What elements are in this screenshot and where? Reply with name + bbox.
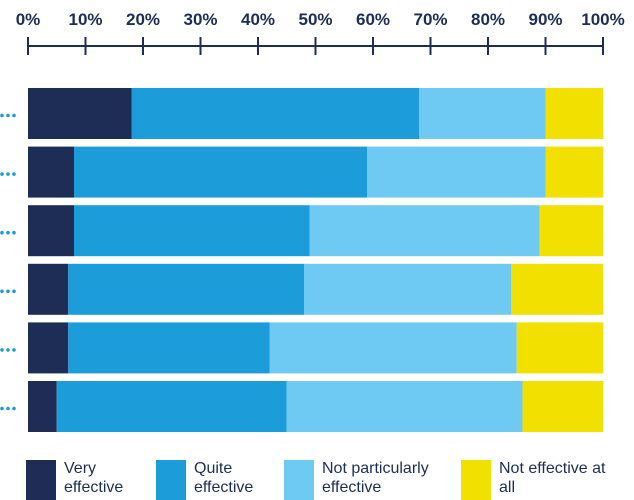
row-leader-dot <box>6 172 10 176</box>
bar-segment <box>28 264 68 315</box>
bar-segment <box>540 205 603 256</box>
x-tick-label: 100% <box>581 10 624 29</box>
bar-segment <box>367 147 545 198</box>
row-leader-dot <box>12 231 16 235</box>
bar-segment <box>28 322 68 373</box>
bar-segment <box>310 205 540 256</box>
row-leader-dot <box>6 407 10 411</box>
bar-segment <box>517 322 603 373</box>
legend-swatch-very-effective <box>26 460 56 500</box>
row-leader-dot <box>12 172 16 176</box>
row-leader-dot <box>12 114 16 118</box>
bar-segment <box>57 381 287 432</box>
legend-label-very-effective: Very effective <box>64 459 144 497</box>
bar-segment <box>511 264 603 315</box>
bar-segment <box>132 88 420 139</box>
bar-segment <box>68 264 304 315</box>
row-leader-dot <box>12 348 16 352</box>
bar-segment <box>74 147 367 198</box>
row-leader-dot <box>6 231 10 235</box>
bar-segment <box>546 88 604 139</box>
bar-segment <box>270 322 517 373</box>
row-leader-dot <box>0 172 4 176</box>
bar-segment <box>28 147 74 198</box>
bar-segment <box>28 381 57 432</box>
row-leader-dot <box>0 290 4 294</box>
bar-segment <box>28 205 74 256</box>
legend-swatch-not-particularly-effective <box>284 460 314 500</box>
x-tick-label: 90% <box>528 10 562 29</box>
legend-label-not-effective-at-all: Not effective at all <box>499 459 619 497</box>
legend-label-not-particularly-effective: Not particularly effective <box>322 459 462 497</box>
x-tick-label: 50% <box>298 10 332 29</box>
stacked-bar-chart: 0% 10% 20% 30% 40% 50% 60% 70% 80% 90% 100% <box>0 0 634 440</box>
x-tick-label: 80% <box>471 10 505 29</box>
bar-segment <box>68 322 269 373</box>
bar-segment <box>523 381 604 432</box>
x-tick-label: 30% <box>183 10 217 29</box>
row-leader-dot <box>6 348 10 352</box>
bar-segment <box>304 264 511 315</box>
row-leader-dot <box>12 290 16 294</box>
x-tick-label: 70% <box>413 10 447 29</box>
row-leader-dot <box>0 407 4 411</box>
bar-segment <box>419 88 546 139</box>
row-leader-dot <box>6 290 10 294</box>
bar-segment <box>28 88 132 139</box>
row-leader-dot <box>0 231 4 235</box>
row-leader-dot <box>6 114 10 118</box>
x-tick-label: 20% <box>126 10 160 29</box>
legend-swatch-not-effective-at-all <box>461 460 491 500</box>
row-leader-dot <box>12 407 16 411</box>
row-leader-dot <box>0 348 4 352</box>
x-tick-label: 40% <box>241 10 275 29</box>
row-leader-dot <box>0 114 4 118</box>
legend-swatch-quite-effective <box>156 460 186 500</box>
bar-segment <box>546 147 604 198</box>
bar-segment <box>287 381 523 432</box>
bar-segment <box>74 205 310 256</box>
x-tick-label: 10% <box>68 10 102 29</box>
x-tick-label: 60% <box>356 10 390 29</box>
legend-label-quite-effective: Quite effective <box>194 459 274 497</box>
x-tick-label: 0% <box>16 10 41 29</box>
legend: Very effective Quite effective Not parti… <box>0 458 634 500</box>
